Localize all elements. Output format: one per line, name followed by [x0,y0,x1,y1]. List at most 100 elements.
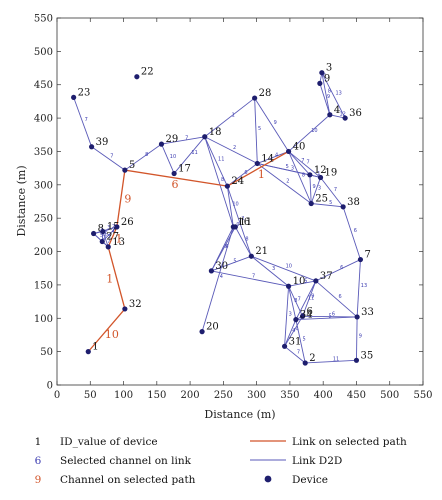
device-marker [302,360,308,366]
d2d-link [305,359,357,364]
channel-label: 13 [361,283,367,289]
y-tick-label: 400 [34,114,53,125]
channel-label: 9 [236,222,239,228]
y-tick-label: 150 [34,280,53,291]
channel-label: 7 [110,153,113,159]
device-marker [158,141,165,147]
device-marker [171,170,177,177]
d2d-link [284,316,303,347]
channel-label: 8 [294,298,297,304]
channel-label: 10 [311,128,317,134]
device-id-label: 19 [325,167,338,178]
d2d-link [295,319,306,364]
x-tick-label: 150 [147,390,166,401]
channel-label: 4 [112,229,115,235]
selected-path-link [107,246,126,310]
d2d-link [288,280,316,287]
d2d-link [302,315,358,318]
legend-label: Link D2D [292,455,342,467]
d2d-link [201,226,234,332]
d2d-link [257,163,312,204]
channel-label: 3 [107,225,110,231]
device-marker [122,306,128,312]
d2d-link [226,186,234,227]
channel-label: 6 [244,170,247,176]
channel-label: 11 [333,357,339,363]
d2d-link [309,174,312,204]
device-id-label: 7 [364,250,370,261]
device-marker [319,70,325,76]
d2d-link [295,316,358,321]
channel-label: 7 [252,274,255,280]
d2d-link [284,345,306,364]
device-id-label: 20 [206,322,219,333]
d2d-link [251,255,289,287]
d2d-link [204,136,228,187]
d2d-link [204,136,258,164]
device-marker [252,95,258,101]
device-id-label: 17 [178,163,191,174]
d2d-link [161,143,175,174]
device-id-label: 1 [92,342,98,353]
d2d-link [288,151,311,176]
device-marker [122,167,128,173]
channel-label: 5 [329,200,332,206]
channel-label: 7 [297,350,300,356]
device-id-label: 39 [96,137,109,148]
device-marker [202,134,208,140]
legend-label: Channel on selected path [60,474,196,486]
channel-label: 9 [359,334,362,340]
d2d-link [329,114,346,119]
d2d-link [315,280,358,318]
device-marker [224,183,230,189]
x-tick-label: 200 [181,390,200,401]
d2d-link [124,143,162,171]
channel-label: 1 [317,171,320,177]
x-tick-label: 400 [314,390,333,401]
channel-label: 7 [107,239,110,245]
x-tick-label: 500 [380,390,399,401]
channel-label: 7 [298,296,301,302]
channel-label: 9 [274,120,277,126]
device-marker [281,343,288,349]
selected-channel-label: 1 [106,273,113,286]
legend-marker: 6 [35,455,42,467]
device-id-label: 26 [121,217,134,228]
channel-label: 11 [191,150,197,156]
channel-label: 12 [339,111,345,117]
d2d-link [227,163,258,187]
channel-label: 10 [286,264,292,270]
device-marker [317,174,324,181]
device-id-label: 22 [141,67,154,78]
channel-label: 8 [145,152,148,158]
channel-label: 6 [354,228,357,234]
channel-label: 11 [218,156,224,162]
device-marker [353,357,360,363]
device-marker [307,172,313,178]
device-id-label: 28 [259,88,272,99]
channel-label: 8 [221,177,224,183]
d2d-link [211,255,252,272]
device-id-label: 8 [98,224,104,235]
selected-path-link [124,169,228,187]
device-marker [354,314,360,320]
device-id-label: 11 [239,217,252,228]
device-id-label: 34 [300,310,313,321]
d2d-link [284,286,290,347]
x-tick-label: 550 [413,390,432,401]
device-id-label: 4 [334,105,340,116]
channel-label: 7 [307,159,310,165]
d2d-link [101,226,118,242]
d2d-link [254,98,258,164]
d2d-link [204,97,255,138]
d2d-link [91,146,126,171]
selected-path-link [87,308,126,353]
channel-label: 3 [318,185,321,191]
x-axis-label: Distance (m) [204,408,275,421]
device-id-label: 16 [237,217,250,228]
device-marker [308,200,314,207]
channel-label: 6 [105,232,108,238]
device-marker [100,228,106,235]
